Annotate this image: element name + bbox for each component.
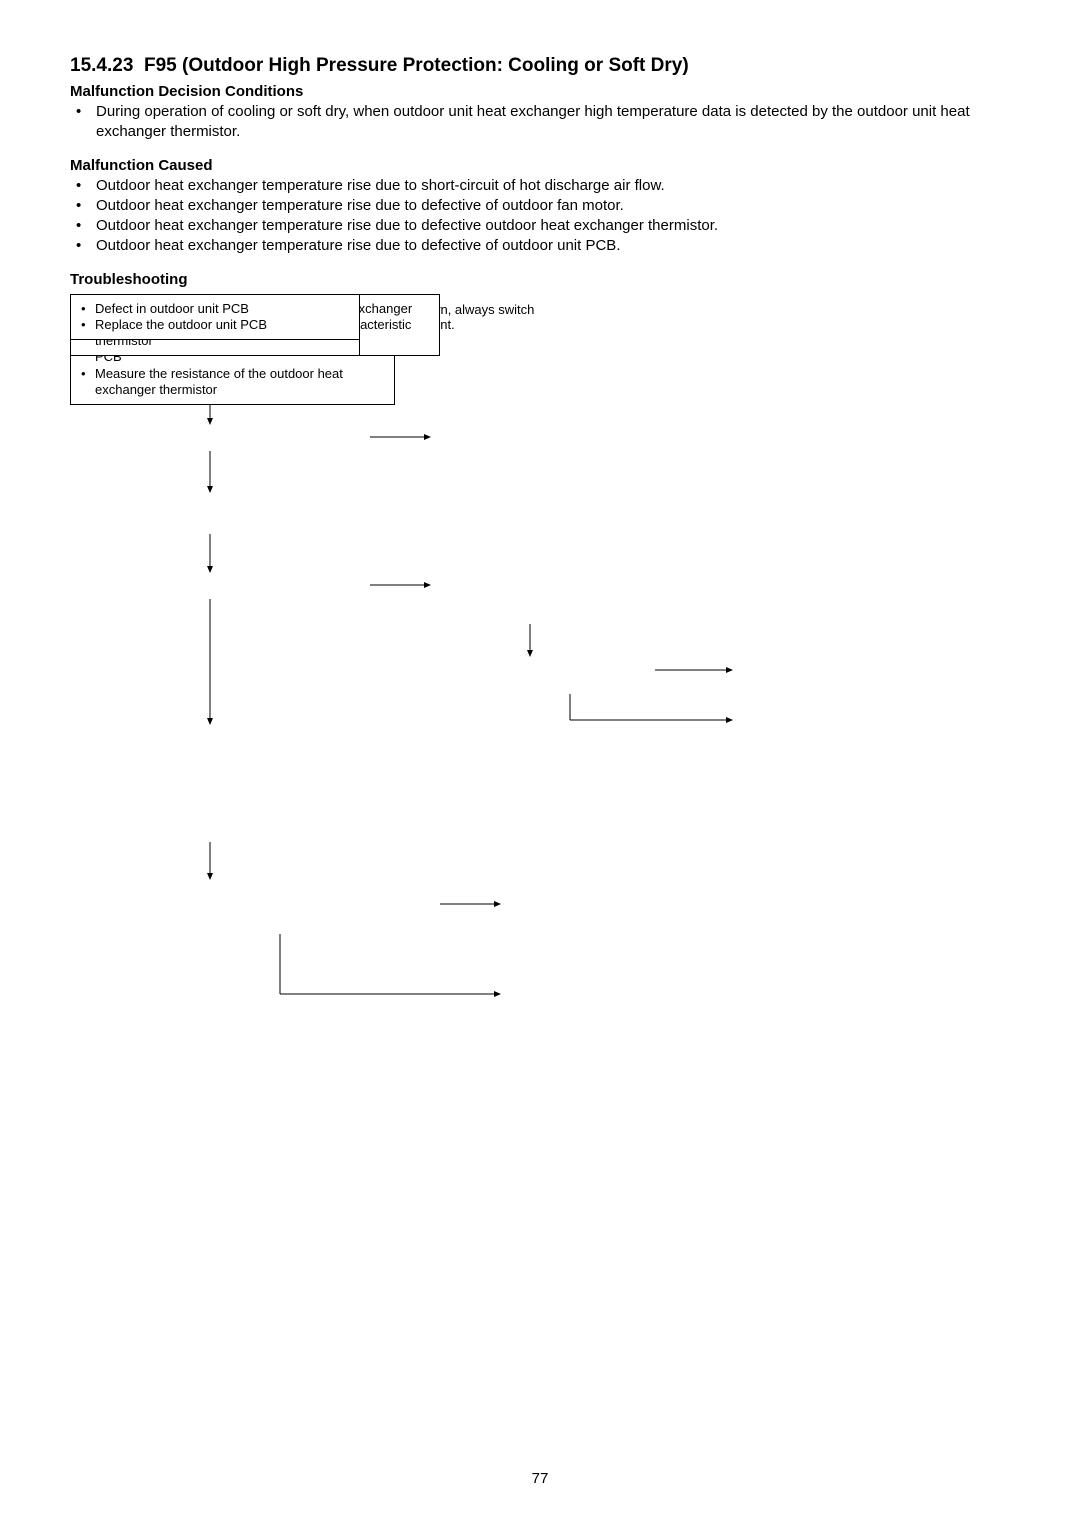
flowchart: When abnormality indication starts again… [70,294,1010,1134]
decision-list: During operation of cooling or soft dry,… [70,102,1010,143]
section-number: 15.4.23 [70,55,133,76]
list-item: Defect in outdoor unit PCB [79,301,351,317]
decision-heading: Malfunction Decision Conditions [70,83,1010,100]
flow-defect-pcb-final: Defect in outdoor unit PCB Replace the o… [70,294,360,341]
list-item: Outdoor heat exchanger temperature rise … [70,176,1010,196]
troubleshooting-heading: Troubleshooting [70,271,1010,288]
list-item: Outdoor heat exchanger temperature rise … [70,196,1010,216]
flow-lines [70,294,1010,1134]
page-number: 77 [0,1470,1080,1487]
list-item: Measure the resistance of the outdoor he… [79,366,386,399]
caused-heading: Malfunction Caused [70,157,1010,174]
list-item: During operation of cooling or soft dry,… [70,102,1010,143]
section-title: 15.4.23 F95 (Outdoor High Pressure Prote… [70,55,1010,77]
list-item: Outdoor heat exchanger temperature rise … [70,236,1010,256]
list-item: Outdoor heat exchanger temperature rise … [70,216,1010,236]
caused-list: Outdoor heat exchanger temperature rise … [70,176,1010,257]
section-title-text: F95 (Outdoor High Pressure Protection: C… [144,55,689,76]
list-item: Replace the outdoor unit PCB [79,317,351,333]
